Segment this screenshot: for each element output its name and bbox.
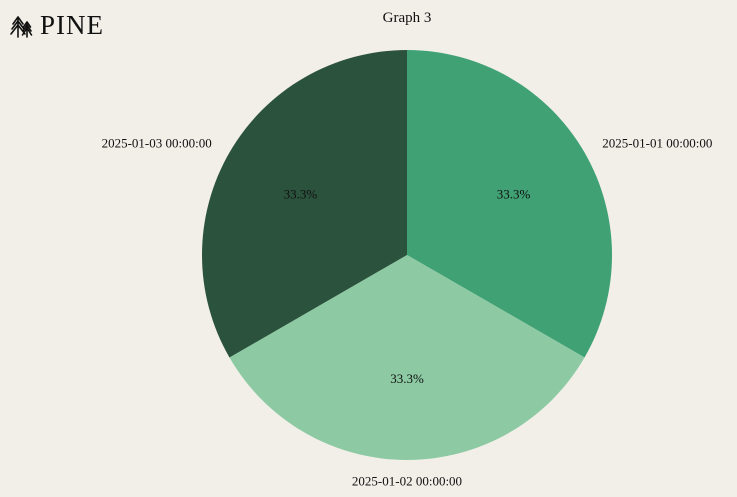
slice-percent-label: 33.3%: [284, 187, 318, 202]
slice-category-label: 2025-01-02 00:00:00: [352, 474, 462, 489]
slice-category-label: 2025-01-03 00:00:00: [102, 135, 212, 150]
slice-percent-label: 33.3%: [497, 187, 531, 202]
slice-category-label: 2025-01-01 00:00:00: [602, 135, 712, 150]
pie-slices: [202, 50, 612, 460]
slice-percent-label: 33.3%: [390, 371, 424, 386]
chart-title: Graph 3: [383, 10, 432, 26]
